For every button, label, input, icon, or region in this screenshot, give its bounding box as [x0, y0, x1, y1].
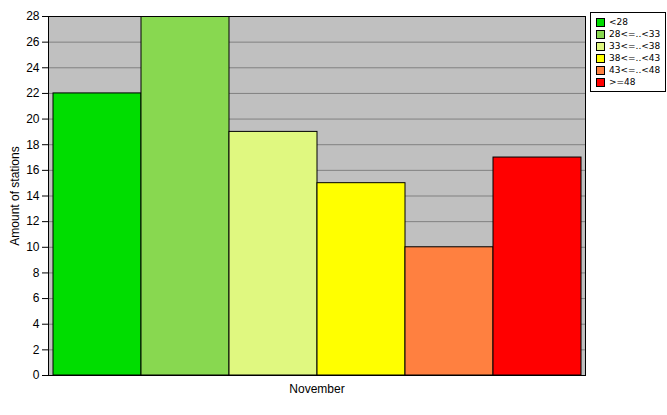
- svg-text:14: 14: [26, 189, 40, 203]
- svg-text:12: 12: [26, 214, 40, 228]
- svg-text:26: 26: [26, 35, 40, 49]
- svg-text:Amount of stations: Amount of stations: [8, 146, 22, 245]
- svg-text:6: 6: [33, 291, 40, 305]
- svg-text:November: November: [289, 382, 344, 396]
- html-text:43<=..<48: 43<=..<48: [609, 65, 661, 75]
- html-text:28<=..<33: 28<=..<33: [609, 29, 661, 39]
- html-text:38<=..<43: 38<=..<43: [609, 53, 661, 63]
- svg-text:28: 28: [26, 9, 40, 23]
- svg-text:18: 18: [26, 138, 40, 152]
- svg-text:0: 0: [33, 368, 40, 382]
- svg-text:8: 8: [33, 266, 40, 280]
- svg-text:24: 24: [26, 61, 40, 75]
- svg-text:4: 4: [33, 317, 40, 331]
- svg-text:16: 16: [26, 163, 40, 177]
- html-text:33<=..<38: 33<=..<38: [609, 41, 661, 51]
- svg-text:2: 2: [33, 343, 40, 357]
- svg-text:22: 22: [26, 86, 40, 100]
- svg-text:20: 20: [26, 112, 40, 126]
- svg-text:10: 10: [26, 240, 40, 254]
- html-text:<28: <28: [609, 17, 628, 27]
- html-text:>=48: >=48: [609, 77, 636, 87]
